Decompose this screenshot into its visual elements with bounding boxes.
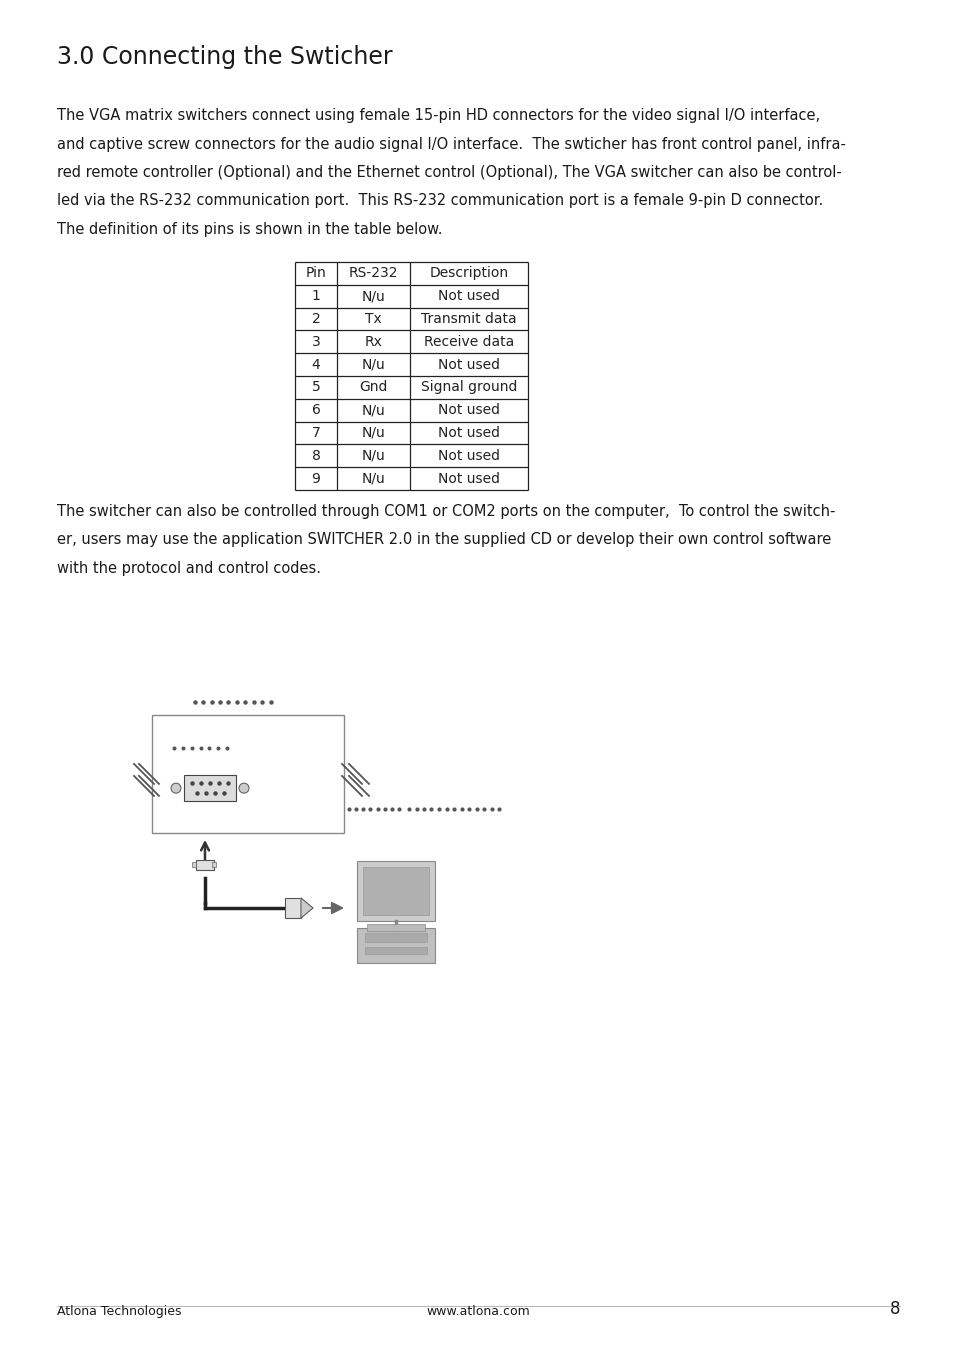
Bar [192,863,195,867]
Text: 3.0 Connecting the Swticher: 3.0 Connecting the Swticher [57,45,393,69]
Text: The switcher can also be controlled through COM1 or COM2 ports on the computer, : The switcher can also be controlled thro… [57,504,835,518]
Text: N/u: N/u [361,471,385,486]
Text: with the protocol and control codes.: with the protocol and control codes. [57,562,320,576]
Text: 8: 8 [312,448,320,463]
Text: red remote controller (Optional) and the Ethernet control (Optional), The VGA sw: red remote controller (Optional) and the… [57,165,841,180]
Bar [285,898,301,918]
Text: 9: 9 [312,471,320,486]
Text: Not used: Not used [437,471,499,486]
Text: Not used: Not used [437,404,499,417]
Text: and captive screw connectors for the audio signal I/O interface.  The swticher h: and captive screw connectors for the aud… [57,136,845,151]
Text: 4: 4 [312,358,320,371]
Text: 8: 8 [888,1300,899,1318]
Text: Not used: Not used [437,427,499,440]
Text: 6: 6 [312,404,320,417]
Text: Not used: Not used [437,358,499,371]
Text: www.atlona.com: www.atlona.com [426,1305,530,1318]
Bar [212,863,215,867]
Bar [356,927,435,963]
Text: 1: 1 [312,289,320,304]
Text: 5: 5 [312,381,320,394]
Polygon shape [301,898,313,918]
Text: Description: Description [429,266,508,281]
Text: 3: 3 [312,335,320,348]
Bar [363,867,429,915]
Circle shape [171,783,181,794]
Text: Receive data: Receive data [423,335,514,348]
Text: 2: 2 [312,312,320,325]
Text: Tx: Tx [365,312,381,325]
Circle shape [239,783,249,794]
Text: led via the RS-232 communication port.  This RS-232 communication port is a fema: led via the RS-232 communication port. T… [57,193,822,208]
Text: er, users may use the application SWITCHER 2.0 in the supplied CD or develop the: er, users may use the application SWITCH… [57,532,830,548]
Text: RS-232: RS-232 [349,266,397,281]
Text: The VGA matrix switchers connect using female 15-pin HD connectors for the video: The VGA matrix switchers connect using f… [57,108,820,123]
Bar [356,861,435,921]
Text: Transmit data: Transmit data [420,312,517,325]
Text: Pin: Pin [305,266,326,281]
Text: The definition of its pins is shown in the table below.: The definition of its pins is shown in t… [57,221,442,238]
Text: Not used: Not used [437,448,499,463]
Text: 7: 7 [312,427,320,440]
Bar [365,946,427,954]
Text: N/u: N/u [361,289,385,304]
Text: N/u: N/u [361,448,385,463]
Text: N/u: N/u [361,427,385,440]
Text: Atlona Technologies: Atlona Technologies [57,1305,181,1318]
Bar [365,933,427,942]
Text: N/u: N/u [361,358,385,371]
Text: Not used: Not used [437,289,499,304]
Text: Signal ground: Signal ground [420,381,517,394]
Text: Gnd: Gnd [359,381,387,394]
Bar [195,860,213,869]
Text: N/u: N/u [361,404,385,417]
Bar [152,716,344,833]
Text: Rx: Rx [364,335,382,348]
Bar [184,775,235,801]
Bar [367,923,424,932]
